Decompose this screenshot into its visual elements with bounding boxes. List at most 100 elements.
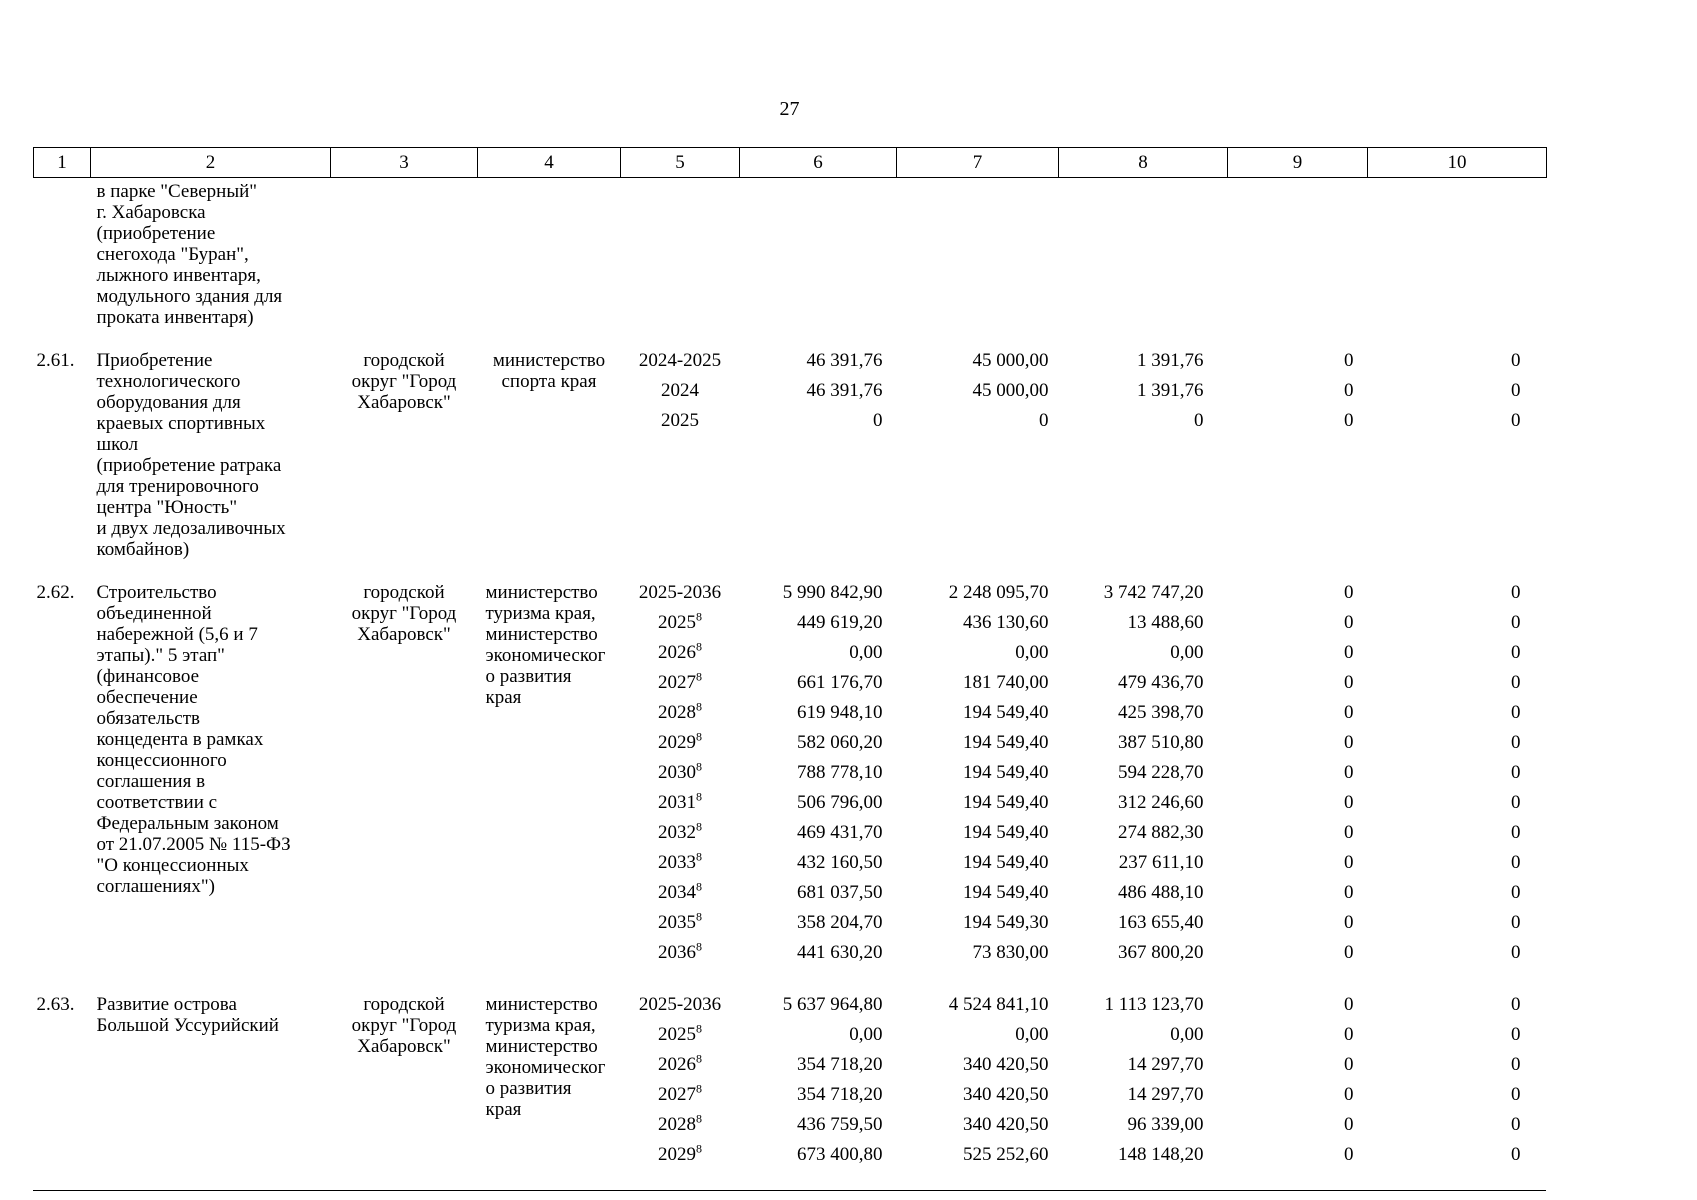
column-header-7: 7 bbox=[896, 147, 1059, 178]
row-territory-cell: городской округ "Город Хабаровск" bbox=[351, 994, 457, 1057]
year-line: 2024-2025 bbox=[638, 350, 722, 371]
value-line: 0 bbox=[1344, 672, 1354, 693]
value-line: 1 391,76 bbox=[1137, 350, 1204, 371]
value-line: 96 339,00 bbox=[1127, 1114, 1204, 1135]
value-line: 274 882,30 bbox=[1118, 822, 1204, 843]
value-line: 194 549,40 bbox=[963, 822, 1049, 843]
value-line: 0 bbox=[1511, 792, 1521, 813]
value-line: 3 742 747,20 bbox=[1103, 582, 1204, 603]
row-col10-cell: 0 0 0 0 0 0 0 0 0 0 0 0 0 bbox=[1368, 564, 1547, 976]
value-line: 0 bbox=[1344, 994, 1354, 1015]
value-line: 506 796,00 bbox=[797, 792, 883, 813]
column-header-10: 10 bbox=[1367, 147, 1547, 178]
footnote-marker: 8 bbox=[696, 1081, 702, 1096]
value-line: 0 bbox=[1511, 582, 1521, 603]
table-row: 2.63. Развитие острова Большой Уссурийски… bbox=[34, 976, 1547, 1178]
value-line: 0 bbox=[1511, 380, 1521, 401]
value-line: 0 bbox=[1344, 410, 1354, 431]
value-line: 0 bbox=[1344, 912, 1354, 933]
value-line: 0 bbox=[1511, 350, 1521, 371]
value-line: 0 bbox=[1511, 912, 1521, 933]
year-line: 20278 bbox=[658, 669, 702, 693]
value-line: 0 bbox=[1511, 942, 1521, 963]
value-line: 358 204,70 bbox=[797, 912, 883, 933]
row-ministry-cell: министерство туризма края, министерство … bbox=[485, 582, 606, 708]
column-header-4: 4 bbox=[477, 147, 621, 178]
value-line: 0 bbox=[1344, 882, 1354, 903]
year-line: 20348 bbox=[658, 879, 702, 903]
value-line: 1 391,76 bbox=[1137, 380, 1204, 401]
table-row: 2.62. Строительство объединенной набережн… bbox=[34, 564, 1547, 976]
value-line: 0 bbox=[873, 410, 883, 431]
value-line: 181 740,00 bbox=[963, 672, 1049, 693]
value-line: 0 bbox=[1039, 410, 1049, 431]
row-col8-cell: 1 113 123,70 0,00 14 297,70 14 297,70 96 339… bbox=[1059, 976, 1228, 1178]
row-col7-cell: 45 000,00 45 000,00 0 bbox=[897, 332, 1059, 564]
footnote-marker: 8 bbox=[696, 639, 702, 654]
value-line: 469 431,70 bbox=[797, 822, 883, 843]
footnote-marker: 8 bbox=[696, 849, 702, 864]
row-number-cell: 2.61. bbox=[36, 350, 75, 371]
row-description-cell: Приобретение технологического оборудован… bbox=[96, 350, 286, 560]
year-line: 20308 bbox=[658, 759, 702, 783]
footnote-marker: 8 bbox=[696, 759, 702, 774]
value-line: 0,00 bbox=[849, 642, 883, 663]
column-header-3: 3 bbox=[330, 147, 478, 178]
page-number: 27 bbox=[779, 98, 800, 120]
value-line: 0 bbox=[1511, 642, 1521, 663]
row-col10-cell: 0 0 0 bbox=[1368, 332, 1547, 564]
row-number-cell: 2.62. bbox=[36, 582, 75, 603]
value-line: 0 bbox=[1511, 672, 1521, 693]
value-line: 0,00 bbox=[1170, 1024, 1204, 1045]
value-line: 1 113 123,70 bbox=[1104, 994, 1204, 1015]
value-line: 0 bbox=[1344, 942, 1354, 963]
year-line: 20298 bbox=[658, 729, 702, 753]
footnote-marker: 8 bbox=[696, 1141, 702, 1156]
footnote-marker: 8 bbox=[696, 909, 702, 924]
row-col9-cell: 0 0 0 0 0 0 bbox=[1228, 976, 1368, 1178]
value-line: 312 246,60 bbox=[1118, 792, 1204, 813]
value-line: 13 488,60 bbox=[1127, 612, 1204, 633]
value-line: 0 bbox=[1511, 1084, 1521, 1105]
row-description-cell: Развитие острова Большой Уссурийский bbox=[96, 994, 279, 1036]
row-ministry-cell bbox=[478, 178, 621, 333]
value-line: 0 bbox=[1344, 350, 1354, 371]
value-line: 0 bbox=[1511, 882, 1521, 903]
year-line: 20298 bbox=[658, 1141, 702, 1165]
value-line: 673 400,80 bbox=[797, 1144, 883, 1165]
value-line: 0 bbox=[1344, 702, 1354, 723]
value-line: 46 391,76 bbox=[806, 380, 883, 401]
footnote-marker: 8 bbox=[696, 699, 702, 714]
value-line: 594 228,70 bbox=[1118, 762, 1204, 783]
value-line: 387 510,80 bbox=[1118, 732, 1204, 753]
value-line: 619 948,10 bbox=[797, 702, 883, 723]
value-line: 194 549,40 bbox=[963, 732, 1049, 753]
column-header-9: 9 bbox=[1227, 147, 1368, 178]
value-line: 0 bbox=[1511, 410, 1521, 431]
value-line: 432 160,50 bbox=[797, 852, 883, 873]
table-row: 2.61. Приобретение технологического обору… bbox=[34, 332, 1547, 564]
value-line: 582 060,20 bbox=[797, 732, 883, 753]
value-line: 0,00 bbox=[849, 1024, 883, 1045]
year-line: 2025-2036 bbox=[638, 582, 722, 603]
value-line: 4 524 841,10 bbox=[948, 994, 1049, 1015]
year-line: 20358 bbox=[658, 909, 702, 933]
year-line: 2024 bbox=[661, 380, 699, 401]
table-header-row: 1 2 3 4 5 6 7 8 9 10 bbox=[33, 147, 1547, 178]
row-col10-cell: 0 0 0 0 0 0 bbox=[1368, 976, 1547, 1178]
value-line: 0 bbox=[1511, 1024, 1521, 1045]
value-line: 0,00 bbox=[1015, 642, 1049, 663]
row-territory-cell bbox=[331, 178, 478, 333]
row-col7-cell: 2 248 095,70 436 130,60 0,00 181 740,00 194 … bbox=[897, 564, 1059, 976]
row-ministry-cell: министерство спорта края bbox=[492, 350, 606, 392]
year-line: 20258 bbox=[658, 609, 702, 633]
table-row: в парке "Северный" г. Хабаровска (приобр… bbox=[34, 178, 1547, 333]
page-bottom-rule bbox=[33, 1190, 1546, 1191]
value-line: 5 637 964,80 bbox=[782, 994, 883, 1015]
value-line: 441 630,20 bbox=[797, 942, 883, 963]
value-line: 486 488,10 bbox=[1118, 882, 1204, 903]
value-line: 0 bbox=[1511, 732, 1521, 753]
row-total-cell: 5 637 964,80 0,00 354 718,20 354 718,20 436 … bbox=[740, 976, 897, 1178]
value-line: 0 bbox=[1511, 1054, 1521, 1075]
row-description-cell: в парке "Северный" г. Хабаровска (приобр… bbox=[96, 181, 283, 328]
